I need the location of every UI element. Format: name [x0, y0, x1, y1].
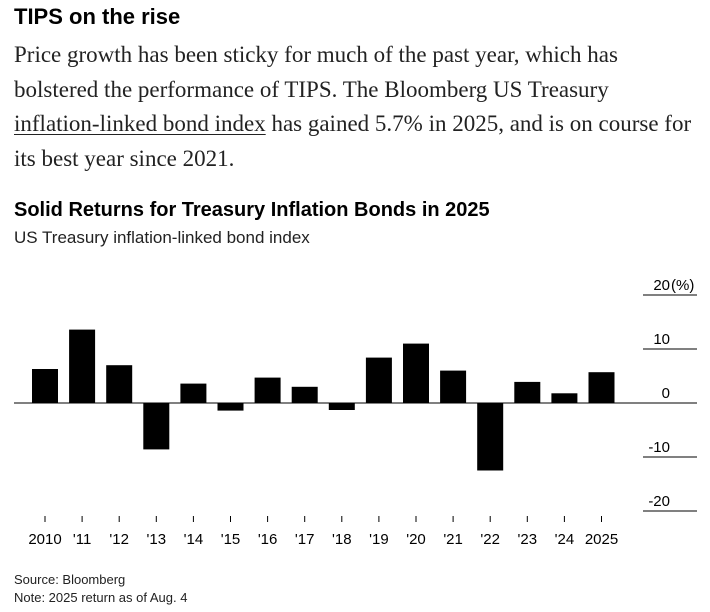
x-tick-label-2025: 2025: [585, 531, 618, 548]
x-tick-label-18: '18: [332, 531, 352, 548]
y-tick-label-20: 20: [653, 277, 670, 294]
x-tick-label-2010: 2010: [28, 531, 61, 548]
x-tick-label-23: '23: [518, 531, 538, 548]
source-note: Source: Bloomberg: [14, 572, 126, 587]
chart-title: Solid Returns for Treasury Inflation Bon…: [14, 199, 490, 221]
x-tick-label-20: '20: [406, 531, 426, 548]
chart-subtitle: US Treasury inflation-linked bond index: [14, 228, 310, 247]
x-tick-label-21: '21: [443, 531, 463, 548]
bar-14: [180, 383, 207, 403]
bar-23: [514, 381, 541, 403]
x-tick-label-12: '12: [109, 531, 129, 548]
x-tick-label-24: '24: [555, 531, 575, 548]
bar-11: [69, 329, 96, 403]
body-text-part-2: has gained 5.7% in 2025, and is on cours…: [14, 111, 692, 171]
x-tick-label-22: '22: [480, 531, 500, 548]
bond-index-link[interactable]: inflation-linked bond index: [14, 111, 266, 136]
bar-12: [106, 365, 133, 403]
bar-20: [403, 343, 429, 403]
article-body: Price growth has been sticky for much of…: [14, 38, 694, 176]
x-tick-label-15: '15: [221, 531, 241, 548]
x-tick-label-11: '11: [73, 531, 91, 548]
x-tick-label-14: '14: [184, 531, 204, 548]
bar-22: [477, 403, 504, 471]
bar-21: [440, 370, 467, 403]
bar-2025: [588, 372, 615, 403]
x-tick-label-19: '19: [369, 531, 389, 548]
bar-2010: [32, 369, 58, 403]
bar-19: [365, 357, 392, 403]
headline: TIPS on the rise: [14, 4, 181, 29]
y-tick-label--20: -20: [648, 493, 670, 510]
bar-18: [328, 403, 355, 410]
y-tick-label-0: 0: [662, 385, 670, 402]
x-tick-label-13: '13: [147, 531, 167, 548]
bar-17: [291, 386, 318, 403]
bar-15: [217, 403, 244, 411]
x-tick-label-17: '17: [295, 531, 315, 548]
x-tick-label-16: '16: [258, 531, 278, 548]
y-tick-label--10: -10: [648, 439, 670, 456]
footnote: Note: 2025 return as of Aug. 4: [14, 590, 188, 605]
body-text-part-1: Price growth has been sticky for much of…: [14, 42, 618, 102]
bar-13: [143, 403, 170, 450]
y-tick-label-10: 10: [653, 331, 670, 348]
bar-24: [551, 393, 578, 403]
bar-16: [254, 377, 281, 403]
y-unit-label: (%): [671, 277, 694, 294]
